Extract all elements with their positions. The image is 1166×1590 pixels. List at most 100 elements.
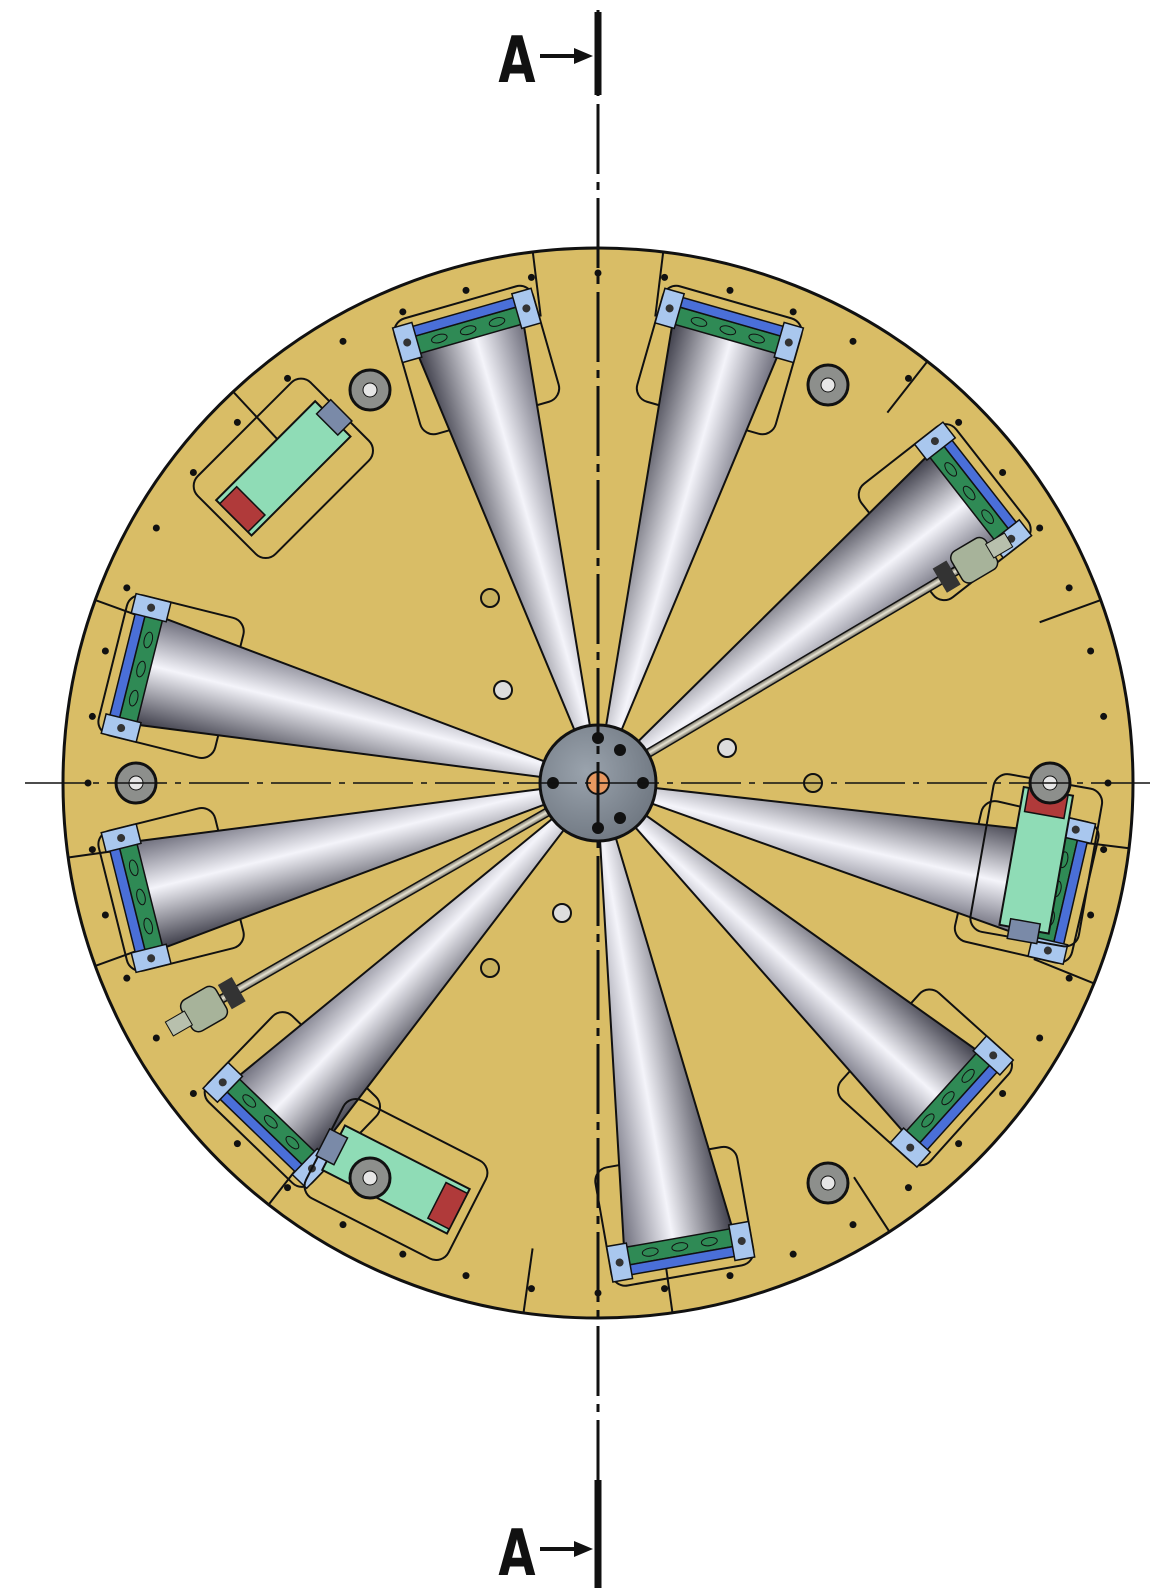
slot-hole	[700, 1236, 718, 1247]
hole	[152, 524, 160, 532]
fixture-core	[362, 1170, 378, 1186]
hole	[84, 779, 92, 787]
divider	[654, 251, 665, 317]
block-end	[315, 398, 353, 437]
hole	[726, 1272, 734, 1280]
slot-hole	[962, 485, 976, 501]
section-arrowhead	[574, 1541, 593, 1557]
parts	[68, 251, 1130, 1313]
hole	[1100, 712, 1108, 720]
hole	[189, 469, 197, 477]
slot-hole	[641, 1247, 659, 1257]
hole	[849, 1221, 857, 1229]
hole	[904, 1184, 912, 1192]
hole	[955, 1140, 963, 1148]
bolt	[737, 1237, 746, 1246]
divider	[232, 391, 279, 440]
hole	[789, 1250, 797, 1258]
bolt	[147, 603, 156, 612]
hole	[789, 308, 797, 316]
hole	[1087, 647, 1095, 655]
fixture-core	[362, 382, 378, 398]
divider	[1039, 599, 1102, 624]
section-arrowhead	[574, 48, 593, 64]
bolt	[906, 1143, 915, 1152]
hole	[462, 286, 470, 294]
block-red	[426, 1181, 469, 1231]
blade-assembly	[97, 785, 562, 974]
bolt	[403, 338, 412, 347]
bolt	[930, 437, 939, 446]
nut	[480, 958, 500, 978]
blade-assembly	[602, 284, 805, 748]
hole	[904, 374, 912, 382]
blade-assembly	[624, 421, 1033, 765]
hole	[88, 846, 96, 854]
slot-hole	[285, 1135, 300, 1150]
bolt	[665, 304, 674, 313]
divider	[886, 360, 929, 414]
slot-hole	[128, 859, 139, 877]
hole	[462, 1272, 470, 1280]
hole	[284, 374, 292, 382]
bolt	[117, 833, 126, 842]
slot-hole	[719, 325, 737, 336]
pin	[493, 680, 513, 700]
rod-assembly	[164, 803, 558, 1037]
slot-hole	[944, 462, 958, 477]
divider	[853, 1176, 891, 1233]
hole	[661, 1285, 669, 1293]
bolt	[147, 954, 156, 963]
hole	[1100, 846, 1108, 854]
rod-tip	[164, 1010, 194, 1037]
fixture-core	[820, 1175, 836, 1191]
hole	[399, 308, 407, 316]
hole	[661, 273, 669, 281]
hole	[1065, 974, 1073, 982]
hole	[339, 337, 347, 345]
slot-hole	[748, 333, 765, 344]
pin	[717, 738, 737, 758]
rod-nut	[217, 977, 246, 1010]
pin	[552, 903, 572, 923]
slot-hole	[921, 1113, 935, 1128]
block-end	[1006, 917, 1042, 945]
bolt	[218, 1078, 227, 1087]
hole	[399, 1250, 407, 1258]
hole	[726, 286, 734, 294]
blade-assembly	[201, 806, 576, 1190]
clamp-block	[192, 377, 374, 559]
hole	[88, 712, 96, 720]
section-label: A	[498, 1516, 535, 1590]
slot-hole	[459, 325, 477, 336]
hole	[527, 273, 535, 281]
hole	[152, 1034, 160, 1042]
hole	[1087, 911, 1095, 919]
hole	[527, 1285, 535, 1293]
hole	[594, 269, 602, 277]
slot-hole	[263, 1115, 278, 1129]
hole	[101, 911, 109, 919]
hole	[189, 1089, 197, 1097]
hole	[999, 1089, 1007, 1097]
rod-nut	[932, 560, 961, 593]
slot-hole	[128, 689, 139, 707]
fixture-core	[820, 377, 836, 393]
slot-hole	[242, 1094, 257, 1108]
slot-hole	[690, 317, 708, 327]
hole	[849, 337, 857, 345]
hole	[284, 1184, 292, 1192]
section-label: A	[498, 23, 535, 98]
hole	[101, 647, 109, 655]
hub-bolt	[614, 812, 626, 824]
blade-assembly	[594, 820, 756, 1287]
slot-hole	[143, 917, 154, 935]
hole	[339, 1221, 347, 1229]
bolt	[117, 724, 126, 733]
divider	[531, 251, 542, 317]
hole	[999, 469, 1007, 477]
hole	[1036, 524, 1044, 532]
slot-hole	[488, 317, 506, 327]
divider	[1033, 958, 1095, 985]
slot-hole	[671, 1242, 689, 1252]
